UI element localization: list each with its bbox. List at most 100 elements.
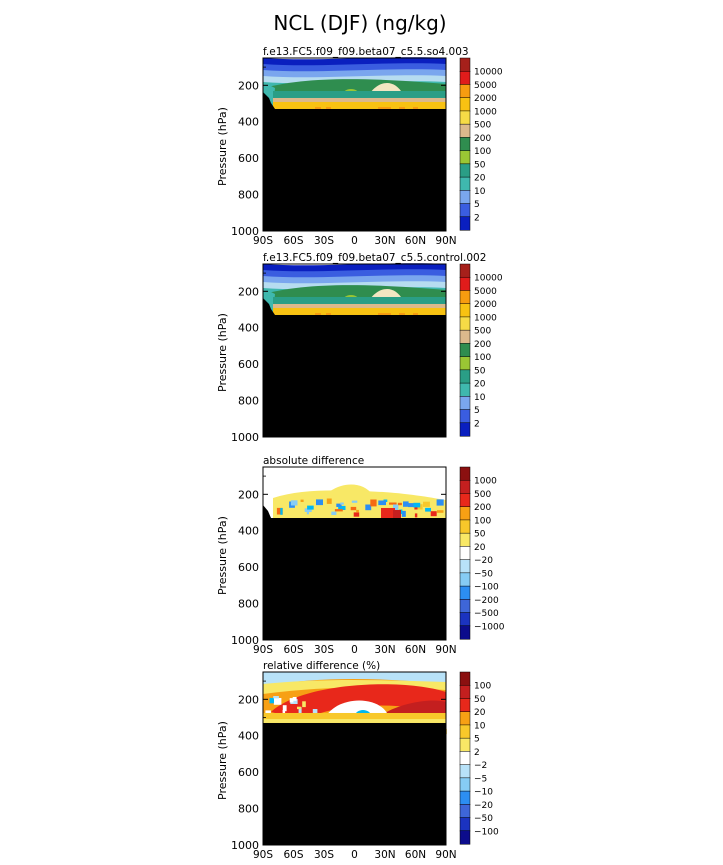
contour-band	[334, 509, 343, 512]
y-tick-label: 600	[238, 766, 259, 779]
panel-title: relative difference (%)	[263, 660, 380, 672]
contour-band	[298, 707, 302, 715]
colorbar-box	[459, 585, 471, 600]
colorbar-box	[459, 817, 471, 832]
contour-band	[273, 696, 279, 699]
colorbar-box	[459, 830, 471, 845]
colorbar-box	[459, 546, 471, 561]
contour-band	[273, 296, 446, 304]
colorbar-box	[459, 506, 471, 521]
colorbar-box	[459, 599, 471, 614]
contour-band	[263, 79, 446, 91]
contour-band	[356, 509, 359, 513]
colorbar-label: 10	[474, 393, 486, 403]
panel-title: f.e13.FC5.f09_f09.beta07_c5.5.control.00…	[263, 252, 486, 264]
colorbar-box	[459, 684, 471, 700]
colorbar-box	[459, 163, 471, 178]
colorbar-label: 1000	[474, 107, 497, 117]
contour-band	[304, 508, 312, 512]
colorbar-box	[459, 150, 471, 165]
colorbar-label: 500	[474, 121, 491, 131]
colorbar-label: 100	[474, 353, 491, 363]
colorbar-box	[459, 190, 471, 205]
colorbar-label: 100	[474, 147, 491, 157]
colorbar-box	[459, 203, 471, 218]
x-tick-label: 0	[351, 849, 358, 861]
colorbar-label: −1000	[474, 622, 505, 632]
contour-band	[269, 697, 274, 704]
contour-band	[401, 510, 406, 517]
colorbar-label: 20	[474, 543, 486, 553]
contour-band	[370, 499, 377, 507]
x-tick-label: 0	[351, 644, 358, 656]
contour-band	[289, 698, 294, 703]
colorbar-label: 2	[474, 748, 480, 758]
colorbar-label: −5	[474, 774, 487, 784]
colorbar-box	[459, 764, 471, 779]
colorbar-box	[459, 751, 471, 766]
x-tick-label: 90S	[253, 235, 273, 247]
colorbar-box	[459, 70, 471, 86]
colorbar-label: 2000	[474, 94, 497, 104]
colorbar-box	[459, 369, 471, 384]
colorbar-label: 50	[474, 530, 486, 540]
colorbar-box	[459, 409, 471, 424]
colorbar-label: 10000	[474, 68, 503, 78]
panel-title: f.e13.FC5.f09_f09.beta07_c5.5.so4.003	[263, 46, 469, 58]
contour-band	[336, 503, 342, 507]
colorbar-box	[459, 110, 471, 125]
colorbar-label: 5000	[474, 81, 497, 91]
x-tick-label: 90S	[253, 849, 273, 861]
topography-mask	[263, 505, 446, 640]
y-axis-label: Pressure (hPa)	[216, 721, 229, 800]
colorbar-label: 1000	[474, 313, 497, 323]
colorbar-box	[459, 724, 471, 739]
colorbar-box	[459, 216, 471, 231]
x-tick-label: 60N	[405, 849, 426, 861]
contour-band	[273, 90, 446, 98]
colorbar-label: 10	[474, 187, 486, 197]
colorbar-box	[459, 612, 471, 627]
colorbar-label: 500	[474, 490, 491, 500]
panel-2: f.e13.FC5.f09_f09.beta07_c5.5.control.00…	[216, 252, 503, 444]
panel-4: relative difference (%)2004006008001000P…	[216, 660, 499, 861]
colorbar: 10000 5000 2000 1000 500 200 100 50 20 10 5 2	[459, 263, 503, 437]
colorbar-label: 200	[474, 340, 491, 350]
contour-band	[437, 510, 444, 513]
contour-band	[350, 506, 357, 511]
contour-band	[383, 700, 446, 716]
panel-title: absolute difference	[263, 455, 364, 467]
x-tick-label: 30N	[374, 644, 395, 656]
colorbar-label: 100	[474, 516, 491, 526]
topography-mask	[271, 314, 446, 437]
contour-band	[423, 501, 430, 507]
colorbar-box	[459, 123, 471, 138]
colorbar-label: −10	[474, 788, 493, 798]
y-tick-label: 400	[238, 525, 259, 538]
colorbar-box	[459, 777, 471, 792]
colorbar-label: 20	[474, 380, 486, 390]
contour-band	[353, 512, 360, 517]
contour-band	[307, 505, 314, 510]
x-tick-label: 30S	[314, 644, 334, 656]
x-tick-label: 60N	[405, 235, 426, 247]
contour-band	[263, 718, 446, 723]
x-tick-label: 30S	[314, 849, 334, 861]
x-tick-label: 0	[351, 235, 358, 247]
x-tick-label: 90N	[435, 644, 456, 656]
x-tick-label: 30N	[374, 235, 395, 247]
contour-band	[414, 505, 418, 510]
colorbar-label: 5000	[474, 287, 497, 297]
colorbar-box	[459, 519, 471, 534]
colorbar-label: −500	[474, 609, 499, 619]
contour-band	[263, 672, 446, 686]
contour-band	[381, 507, 395, 518]
panel-1: f.e13.FC5.f09_f09.beta07_c5.5.so4.003 200…	[216, 46, 503, 247]
colorbar-label: 2000	[474, 300, 497, 310]
colorbar-box	[459, 532, 471, 547]
colorbar-box	[459, 790, 471, 805]
contour-band	[273, 303, 446, 308]
colorbar-box	[459, 329, 471, 344]
colorbar-box	[459, 572, 471, 587]
